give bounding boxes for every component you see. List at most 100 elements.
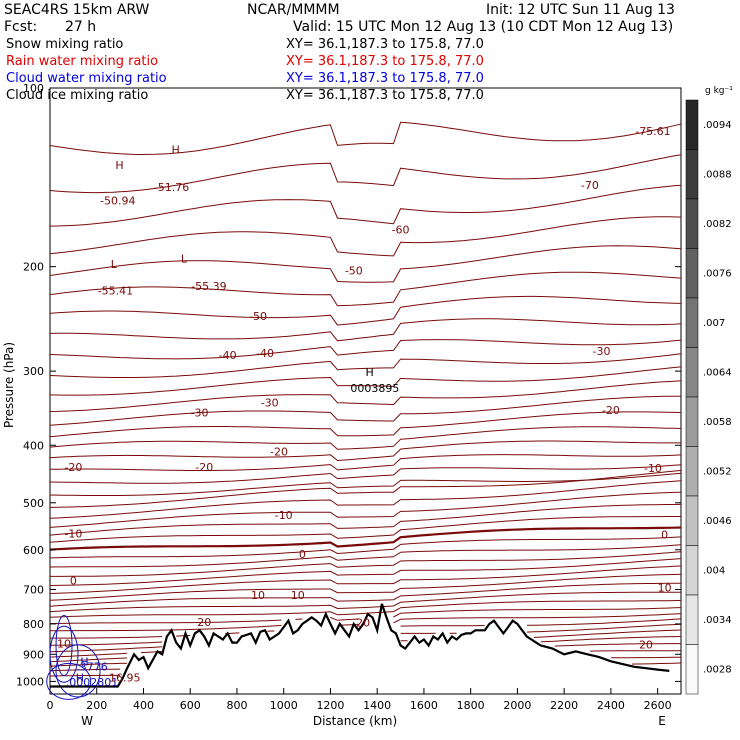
isotherm-label: 10 (57, 637, 71, 650)
x-tick-label: 1400 (363, 699, 391, 712)
isotherm-line (49, 544, 682, 568)
field-label: Cloud water mixing ratio (6, 71, 167, 86)
colorbar-tick-label: .0088 (703, 169, 732, 180)
isotherm-label: 10 (291, 589, 305, 602)
isotherm-label: 0 (661, 528, 668, 541)
isotherm-line (49, 121, 682, 156)
colorbar-swatch (685, 594, 699, 645)
isotherm-label: -30 (593, 345, 611, 358)
isotherm-line (49, 318, 682, 342)
extremum-mark: H (76, 671, 84, 684)
y-tick-label: 500 (23, 497, 44, 510)
isotherm-line (49, 573, 682, 601)
isotherm-label: -10 (275, 509, 293, 522)
isotherm-label: -50 (345, 264, 363, 277)
field-label: Cloud ice mixing ratio (6, 88, 148, 103)
center-title: NCAR/MMMM (247, 2, 340, 18)
colorbar: g kg⁻¹ .0094 .0088 .0082 .0076 .007 .0064 .005… (685, 86, 733, 695)
isotherm-label: -50 (249, 310, 267, 323)
isotherm-line (49, 536, 682, 559)
isotherm-line (49, 503, 682, 536)
init-time: Init: 12 UTC Sun 11 Aug 13 (486, 2, 675, 18)
isotherm-line (49, 339, 682, 360)
isotherm-line (49, 491, 682, 528)
extremum-mark: H (80, 655, 88, 668)
y-tick-label: 1000 (16, 675, 44, 688)
axis-ticks: 0 200 400 600 800 1000 1200 1400 1600 1800 2000 220… (16, 82, 681, 712)
isotherm-label: 20 (356, 616, 370, 629)
x-tick-label: 2400 (597, 699, 625, 712)
extremum-value: -55.41 (98, 285, 133, 298)
isotherm-line (49, 526, 682, 551)
x-tick-label: 800 (226, 699, 247, 712)
isotherm-line (49, 607, 682, 625)
isotherm-line (49, 411, 682, 438)
isotherm-label: 20 (639, 638, 653, 651)
isotherm-label: 0 (70, 574, 77, 587)
isotherm-line (49, 558, 682, 586)
x-tick-label: 2200 (550, 699, 578, 712)
extremum-value: -55.39 (191, 280, 226, 293)
valid-time: Valid: 15 UTC Mon 12 Aug 13 (10 CDT Mon … (293, 19, 673, 35)
field-xy: XY= 36.1,187.3 to 175.8, 77.0 (286, 88, 484, 103)
x-tick-label: 1600 (410, 699, 438, 712)
x-tick-label: 0 (47, 699, 54, 712)
x-tick-label: 400 (133, 699, 154, 712)
isotherm-line (49, 591, 681, 613)
west-label: W (81, 714, 93, 728)
isotherm-label: 20 (197, 616, 211, 629)
colorbar-tick-label: .0064 (703, 367, 732, 378)
y-tick-label: 100 (23, 82, 44, 95)
colorbar-swatch (685, 149, 699, 200)
isotherm-label: -10 (64, 527, 82, 540)
isotherm-line (49, 582, 681, 607)
isotherm-label: -40 (219, 349, 237, 362)
extremum-mark: H (172, 144, 180, 157)
colorbar-swatch (685, 347, 699, 398)
extremum-value: .3776 (76, 660, 108, 673)
isotherm-label: -10 (644, 462, 662, 475)
x-tick-label: 2000 (503, 699, 531, 712)
isotherm-line (49, 440, 681, 462)
colorbar-tick-label: .0034 (703, 615, 732, 626)
isotherm-line (49, 623, 682, 646)
isotherm-line (49, 599, 682, 618)
field-xy: XY= 36.1,187.3 to 175.8, 77.0 (286, 54, 484, 69)
colorbar-swatch (685, 99, 699, 150)
colorbar-swatch (685, 248, 699, 299)
isotherm-label: 10 (251, 589, 265, 602)
field-xy: XY= 36.1,187.3 to 175.8, 77.0 (286, 71, 484, 86)
isotherm-line (49, 650, 681, 667)
plot-area: -70 -60 -50 -50 -40 -40 -30 -30 -30 -20 -20 -20 -20 -… (16, 82, 682, 712)
east-label: E (658, 714, 666, 728)
extremum-value: -51.76 (154, 181, 189, 194)
isotherm-line (50, 618, 682, 639)
colorbar-tick-label: .0028 (703, 664, 732, 675)
colorbar-tick-label: .0046 (703, 516, 732, 527)
y-tick-label: 300 (23, 365, 44, 378)
isotherm-line (49, 353, 682, 378)
isotherm-label: -20 (270, 445, 288, 458)
isotherm-line (49, 516, 681, 543)
isotherm-line (49, 565, 682, 594)
isotherm-label: -20 (195, 461, 213, 474)
colorbar-tick-label: .0094 (703, 120, 732, 131)
isotherm-label: -40 (256, 347, 274, 360)
plot-frame (49, 87, 682, 695)
isotherm-label: -30 (191, 407, 209, 420)
colorbar-swatch (685, 545, 699, 596)
isotherm-label: 0 (299, 548, 306, 561)
y-tick-label: 700 (23, 584, 44, 597)
isotherm-line (49, 662, 682, 677)
extremum-value: 16.95 (109, 671, 141, 684)
colorbar-swatch (685, 297, 699, 348)
colorbar-swatch (685, 396, 699, 447)
field-xy: XY= 36.1,187.3 to 175.8, 77.0 (286, 37, 484, 52)
isotherm-lines (49, 121, 682, 677)
extremum-mark: H (115, 159, 123, 172)
isotherm-line (49, 295, 682, 326)
x-tick-label: 1800 (457, 699, 485, 712)
extremum-mark: L (181, 253, 188, 266)
fcst-value: 27 h (65, 19, 96, 35)
colorbar-tick-label: .004 (703, 565, 725, 576)
